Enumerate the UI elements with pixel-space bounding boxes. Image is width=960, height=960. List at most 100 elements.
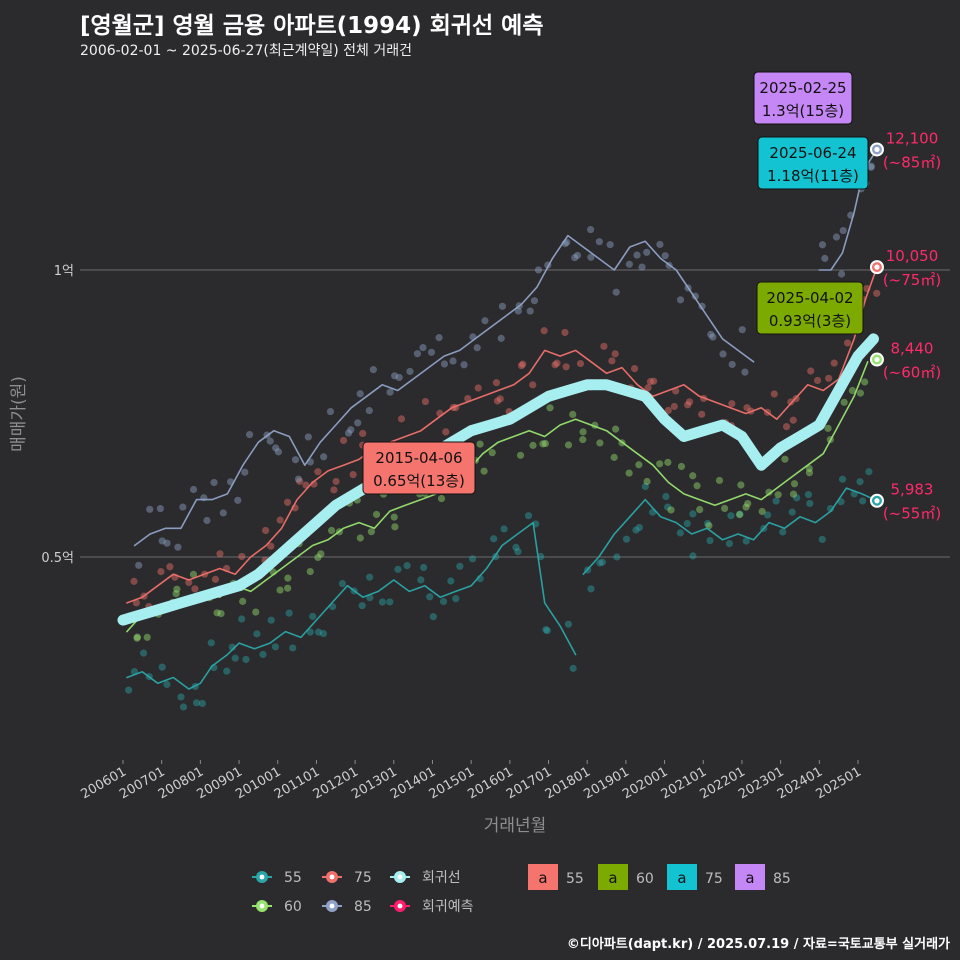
scatter-point [344,429,353,437]
scatter-point [163,539,171,547]
scatter-point [189,570,198,578]
end-marker-dot [874,264,880,270]
scatter-point [553,359,561,367]
series-line-55 [126,521,577,690]
scatter-point [473,344,481,352]
scatter-point [646,378,655,386]
scatter-point [542,625,550,634]
scatter-point [163,680,171,689]
scatter-point [211,575,220,583]
scatter-point [440,360,449,368]
scatter-point [676,296,685,304]
scatter-point [390,372,399,380]
scatter-point [283,498,292,506]
legend-dot-center [397,874,403,880]
scatter-point [576,359,585,368]
scatter-point [611,350,619,358]
scatter-point [737,481,745,489]
scatter-point [253,630,261,638]
legend-label: 55 [284,870,302,886]
scatter-point [354,419,362,427]
scatter-point [540,327,548,335]
scatter-point [793,494,801,502]
series-line-85 [133,234,755,547]
scatter-point [529,441,537,449]
callout-box [757,136,869,190]
scatter-point [320,453,328,461]
scatter-point [741,368,749,376]
scatter-point [468,555,477,563]
scatter-point [770,390,778,398]
scatter-point [564,620,573,628]
scatter-point [210,478,218,487]
scatter-point [474,384,482,392]
scatter-point [698,410,706,418]
callout-date: 2025-02-25 [759,79,846,97]
legend-label: 85 [354,899,372,915]
scatter-point [696,505,704,514]
legend-box-label: 75 [705,871,723,887]
scatter-point [596,559,604,567]
scatter-point [744,499,752,508]
scatter-point [452,595,460,603]
scatter-point [788,508,796,516]
scatter-point [245,430,254,439]
scatter-point [366,573,374,581]
y-axis-ticks: 0.5억 1억 [41,264,74,566]
scatter-point [490,535,498,543]
legend-box-swatch [598,864,628,890]
legend-box-label: 55 [566,871,584,887]
scatter-point [728,360,736,369]
scatter-point [426,593,434,601]
scatter-point [551,361,559,369]
scatter-point [743,404,751,412]
scatter-point [856,389,865,397]
scatter-point [369,366,377,374]
scatter-point [327,526,336,535]
scatter-point [529,381,537,389]
x-axis-title: 거래년월 [484,816,547,836]
scatter-point [859,497,867,505]
scatter-point [447,577,455,585]
scatter-point [573,251,582,259]
scatter-point [632,526,640,534]
scatter-point [606,241,614,249]
end-label-area: (~60㎡) [883,364,941,382]
y-tick-label: 0.5억 [41,551,74,566]
series-line-55b [582,487,878,575]
scatter-point [613,553,621,561]
scatter-point [610,453,618,461]
scatter-point [707,330,715,339]
scatter-point [805,464,813,473]
scatter-point [139,649,148,657]
scatter-point [378,598,387,606]
scatter-point [635,523,644,532]
scatter-point [633,251,641,259]
scatter-point [848,386,857,395]
legend-box-swatch [667,864,697,890]
scatter-point [683,520,691,528]
scatter-point [309,612,317,620]
scatter-point [347,426,355,434]
scatter-point [133,634,141,642]
scatter-point [861,378,869,386]
end-label-area: (~85㎡) [883,153,941,171]
scatter-point [403,562,411,570]
scatter-point [306,567,314,576]
scatter-point [837,270,846,278]
scatter-point [562,363,570,371]
scatter-point [789,490,798,498]
scatter-point [460,361,468,369]
scatter-point [421,397,430,406]
scatter-point [420,563,428,572]
scatter-point [130,577,138,585]
scatter-point [774,491,782,499]
legend-box-glyph: a [538,869,547,887]
scatter-point [498,302,507,310]
scatter-point [386,388,394,396]
scatter-point [132,599,140,607]
scatter-point [689,472,697,480]
callout-price: 1.18억(11층) [767,167,859,185]
scatter-point [158,537,166,545]
